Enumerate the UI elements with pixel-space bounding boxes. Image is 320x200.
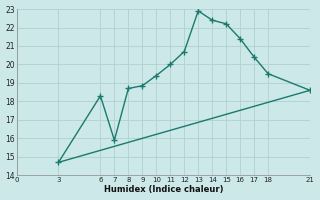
X-axis label: Humidex (Indice chaleur): Humidex (Indice chaleur) <box>104 185 223 194</box>
